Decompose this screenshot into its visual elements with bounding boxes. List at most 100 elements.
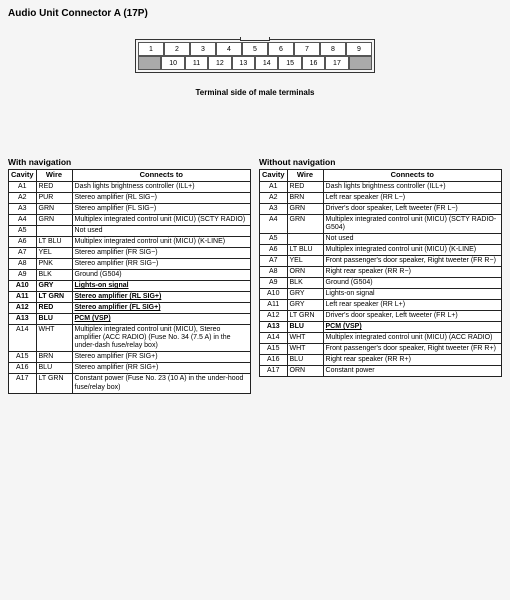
pin-blank xyxy=(138,56,161,70)
connects-cell: Ground (G504) xyxy=(72,270,250,281)
connector-diagram: 123456789 1011121314151617 xyxy=(135,39,375,73)
table-row: A3GRNStereo amplifier (FL SIG−) xyxy=(9,203,251,214)
table-row: A12LT GRNDriver's door speaker, Left twe… xyxy=(260,311,502,322)
wire-cell: GRY xyxy=(36,281,72,292)
cavity-cell: A12 xyxy=(9,303,37,314)
connects-cell: Constant power xyxy=(323,366,501,377)
cavity-cell: A17 xyxy=(260,366,288,377)
wire-cell xyxy=(36,225,72,236)
wire-cell: YEL xyxy=(287,255,323,266)
table-row: A13BLUPCM (VSP) xyxy=(260,322,502,333)
table-row: A14WHTMultiplex integrated control unit … xyxy=(9,325,251,352)
cavity-cell: A2 xyxy=(9,192,37,203)
cavity-cell: A7 xyxy=(260,255,288,266)
table-row: A1REDDash lights brightness controller (… xyxy=(260,181,502,192)
wire-cell: WHT xyxy=(287,344,323,355)
connects-cell: PCM (VSP) xyxy=(323,322,501,333)
wire-cell: BLK xyxy=(36,270,72,281)
connects-cell: Right rear speaker (RR R+) xyxy=(323,355,501,366)
cavity-cell: A1 xyxy=(9,181,37,192)
table-row: A12REDStereo amplifier (FL SIG+) xyxy=(9,303,251,314)
col-header: Wire xyxy=(36,170,72,182)
pin-3: 3 xyxy=(190,42,216,56)
cavity-cell: A11 xyxy=(260,300,288,311)
wire-cell: RED xyxy=(287,181,323,192)
table-heading: With navigation xyxy=(8,157,251,167)
wire-cell: BRN xyxy=(36,352,72,363)
connects-cell: Multiplex integrated control unit (MICU)… xyxy=(72,236,250,247)
table-row: A15WHTFront passenger's door speaker, Ri… xyxy=(260,344,502,355)
connects-cell: Left rear speaker (RR L+) xyxy=(323,300,501,311)
connects-cell: Stereo amplifier (FL SIG+) xyxy=(72,303,250,314)
pin-14: 14 xyxy=(255,56,278,70)
table-row: A8PNKStereo amplifier (RR SIG−) xyxy=(9,258,251,269)
cavity-cell: A17 xyxy=(9,374,37,393)
cavity-cell: A4 xyxy=(260,214,288,233)
pinout-table: CavityWireConnects toA1REDDash lights br… xyxy=(8,169,251,394)
table-row: A11LT GRNStereo amplifier (RL SIG+) xyxy=(9,292,251,303)
table-row: A7YELFront passenger's door speaker, Rig… xyxy=(260,255,502,266)
pin-15: 15 xyxy=(278,56,301,70)
connects-cell: Stereo amplifier (FR SIG−) xyxy=(72,247,250,258)
cavity-cell: A16 xyxy=(260,355,288,366)
wire-cell: RED xyxy=(36,181,72,192)
table-row: A2PURStereo amplifier (RL SIG−) xyxy=(9,192,251,203)
cavity-cell: A13 xyxy=(260,322,288,333)
cavity-cell: A8 xyxy=(260,267,288,278)
pin-8: 8 xyxy=(320,42,346,56)
table-row: A9BLKGround (G504) xyxy=(260,278,502,289)
table-row: A13BLUPCM (VSP) xyxy=(9,314,251,325)
connector-caption: Terminal side of male terminals xyxy=(8,88,502,97)
cavity-cell: A8 xyxy=(9,258,37,269)
pinout-tables: With navigationCavityWireConnects toA1RE… xyxy=(8,157,502,394)
connects-cell: Multiplex integrated control unit (MICU)… xyxy=(72,214,250,225)
connects-cell: Stereo amplifier (FL SIG−) xyxy=(72,203,250,214)
connects-cell: PCM (VSP) xyxy=(72,314,250,325)
pin-13: 13 xyxy=(232,56,255,70)
col-header: Cavity xyxy=(9,170,37,182)
cavity-cell: A2 xyxy=(260,192,288,203)
wire-cell: BLK xyxy=(287,278,323,289)
wire-cell: LT BLU xyxy=(287,244,323,255)
connects-cell: Stereo amplifier (RR SIG+) xyxy=(72,363,250,374)
connects-cell: Left rear speaker (RR L−) xyxy=(323,192,501,203)
table-row: A5Not used xyxy=(9,225,251,236)
cavity-cell: A14 xyxy=(9,325,37,352)
cavity-cell: A9 xyxy=(260,278,288,289)
pin-2: 2 xyxy=(164,42,190,56)
pin-7: 7 xyxy=(294,42,320,56)
connects-cell: Stereo amplifier (RL SIG+) xyxy=(72,292,250,303)
pin-11: 11 xyxy=(185,56,208,70)
table-row: A6LT BLUMultiplex integrated control uni… xyxy=(260,244,502,255)
cavity-cell: A15 xyxy=(260,344,288,355)
table-row: A1REDDash lights brightness controller (… xyxy=(9,181,251,192)
wire-cell: LT GRN xyxy=(287,311,323,322)
table-row: A8ORNRight rear speaker (RR R−) xyxy=(260,267,502,278)
table-row: A4GRNMultiplex integrated control unit (… xyxy=(260,214,502,233)
connects-cell: Dash lights brightness controller (ILL+) xyxy=(72,181,250,192)
wire-cell: BLU xyxy=(36,363,72,374)
col-header: Wire xyxy=(287,170,323,182)
wire-cell: YEL xyxy=(36,247,72,258)
pin-12: 12 xyxy=(208,56,231,70)
connects-cell: Stereo amplifier (FR SIG+) xyxy=(72,352,250,363)
table-row: A5Not used xyxy=(260,233,502,244)
connects-cell: Not used xyxy=(323,233,501,244)
cavity-cell: A16 xyxy=(9,363,37,374)
table-row: A17LT GRNConstant power (Fuse No. 23 (10… xyxy=(9,374,251,393)
cavity-cell: A14 xyxy=(260,333,288,344)
connects-cell: Multiplex integrated control unit (MICU)… xyxy=(323,244,501,255)
cavity-cell: A6 xyxy=(9,236,37,247)
table-row: A7YELStereo amplifier (FR SIG−) xyxy=(9,247,251,258)
wire-cell: BLU xyxy=(287,355,323,366)
cavity-cell: A6 xyxy=(260,244,288,255)
pin-blank xyxy=(349,56,372,70)
wire-cell: RED xyxy=(36,303,72,314)
pin-5: 5 xyxy=(242,42,268,56)
cavity-cell: A12 xyxy=(260,311,288,322)
col-header: Connects to xyxy=(72,170,250,182)
wire-cell: BLU xyxy=(36,314,72,325)
table-row: A17ORNConstant power xyxy=(260,366,502,377)
wire-cell: WHT xyxy=(36,325,72,352)
wire-cell: LT GRN xyxy=(36,374,72,393)
